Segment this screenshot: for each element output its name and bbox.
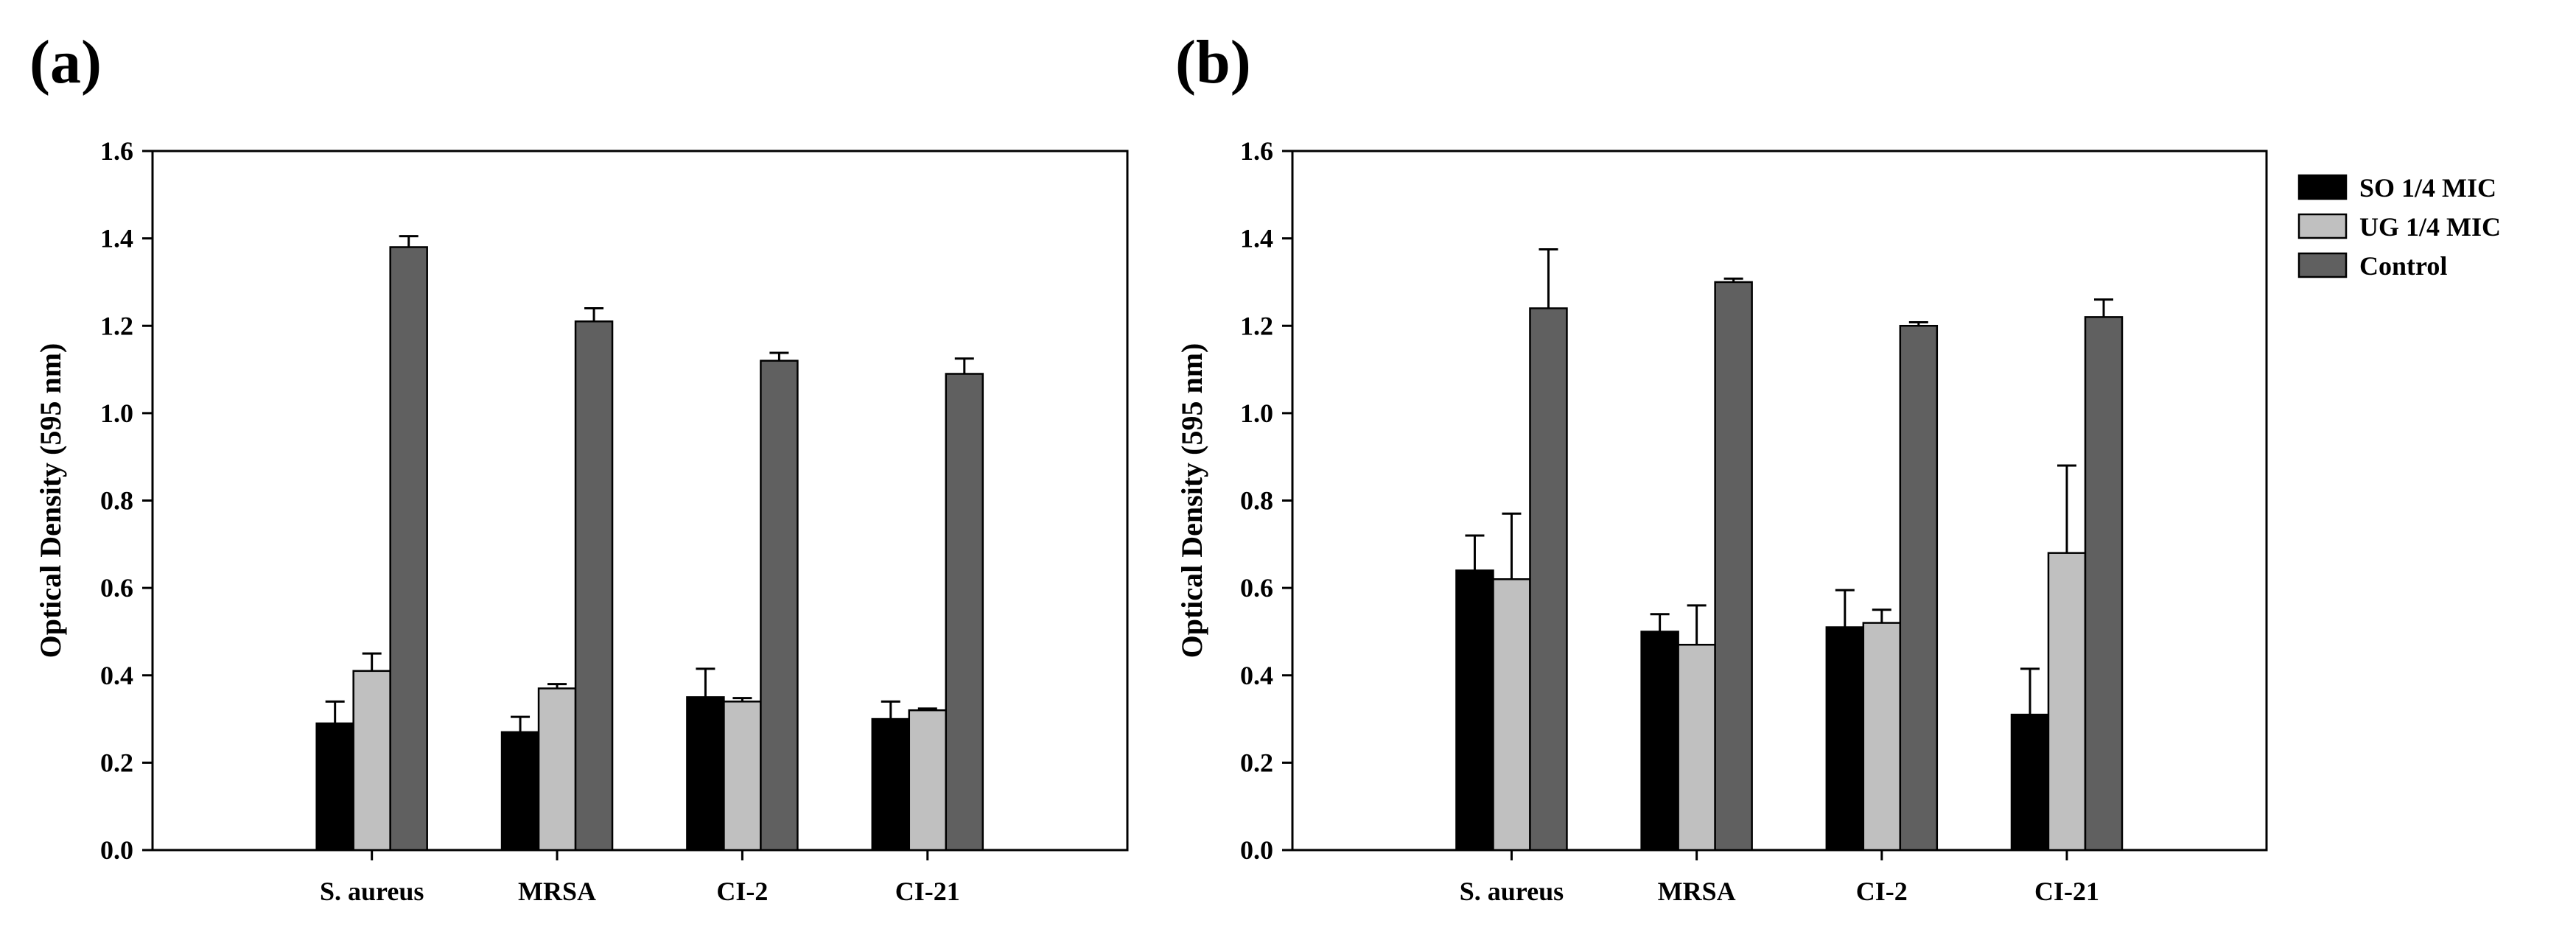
panel-a-y-tick-label: 0.8 xyxy=(100,486,133,516)
panel-a-bar xyxy=(574,320,614,852)
panel-b-legend-label: Control xyxy=(2359,251,2447,281)
panel-b-x-tick-label: CI-21 xyxy=(2034,877,2099,906)
panel-b-y-tick-label: 1.6 xyxy=(1240,136,1273,166)
panel-a-label: (a) xyxy=(29,28,102,96)
panel-b-bar xyxy=(1862,622,1902,852)
panel-a-x-tick-label: MRSA xyxy=(518,877,596,906)
panel-a-bar xyxy=(537,687,577,852)
panel-b-y-tick-label: 0.4 xyxy=(1240,661,1273,690)
panel-a-bar xyxy=(760,359,799,852)
panel-b-legend-swatch xyxy=(2297,174,2348,200)
panel-a-y-tick-label: 1.0 xyxy=(100,399,133,428)
panel-b-y-axis-title: Optical Density (595 nm) xyxy=(1175,343,1208,659)
panel-b-bar xyxy=(2084,316,2124,852)
panel-b-bar xyxy=(1492,578,1531,852)
panel-a-bar xyxy=(352,670,391,852)
panel-a-y-tick-label: 1.4 xyxy=(100,224,133,253)
panel-a-y-tick-label: 0.0 xyxy=(100,835,133,865)
panel-b-bar xyxy=(1714,281,1753,852)
panel-b-y-tick-label: 0.2 xyxy=(1240,748,1273,777)
panel-b-y-tick-label: 0.0 xyxy=(1240,835,1273,865)
panel-b-label: (b) xyxy=(1175,28,1251,96)
panel-a-x-tick-label: S. aureus xyxy=(320,877,424,906)
panel-a-bar xyxy=(315,722,354,852)
panel-b-y-tick-label: 1.4 xyxy=(1240,224,1273,253)
panel-b-legend-label: SO 1/4 MIC xyxy=(2359,173,2496,203)
panel-b-bar xyxy=(1677,643,1716,852)
panel-b-legend-label: UG 1/4 MIC xyxy=(2359,212,2501,242)
panel-b-legend-swatch xyxy=(2297,213,2348,239)
panel-b-x-tick-label: MRSA xyxy=(1658,877,1736,906)
panel-b-bar xyxy=(1825,626,1865,852)
panel-b-x-tick-label: S. aureus xyxy=(1460,877,1564,906)
panel-a-y-tick-label: 0.6 xyxy=(100,573,133,603)
panel-a-y-tick-label: 1.2 xyxy=(100,311,133,340)
panel-a-bar xyxy=(908,709,948,852)
panel-a-y-tick-label: 0.4 xyxy=(100,661,133,690)
panel-a-bar xyxy=(686,696,725,852)
panel-b-bar xyxy=(1529,307,1568,852)
panel-a-x-tick-label: CI-21 xyxy=(895,877,960,906)
panel-b-legend-swatch xyxy=(2297,252,2348,278)
panel-b-bar xyxy=(2010,713,2050,852)
panel-a-bar xyxy=(945,373,984,852)
panel-b-y-tick-label: 1.0 xyxy=(1240,399,1273,428)
panel-a-y-tick-label: 0.2 xyxy=(100,748,133,777)
panel-b-bar xyxy=(1640,631,1679,852)
panel-b-y-tick-label: 1.2 xyxy=(1240,311,1273,340)
panel-b-y-tick-label: 0.8 xyxy=(1240,486,1273,516)
panel-a-y-axis-title: Optical Density (595 nm) xyxy=(34,343,67,659)
panel-a-bar xyxy=(389,246,428,852)
panel-a-x-tick-label: CI-2 xyxy=(716,877,768,906)
panel-b-bar xyxy=(1899,325,1939,852)
panel-b-x-tick-label: CI-2 xyxy=(1856,877,1908,906)
panel-a-bar xyxy=(871,717,911,852)
panel-b-bar xyxy=(1455,569,1494,852)
panel-b-bar xyxy=(2047,552,2087,852)
panel-a-y-tick-label: 1.6 xyxy=(100,136,133,166)
panel-a-bar xyxy=(723,701,762,852)
panel-b-y-tick-label: 0.6 xyxy=(1240,573,1273,603)
panel-a-bar xyxy=(500,731,540,852)
